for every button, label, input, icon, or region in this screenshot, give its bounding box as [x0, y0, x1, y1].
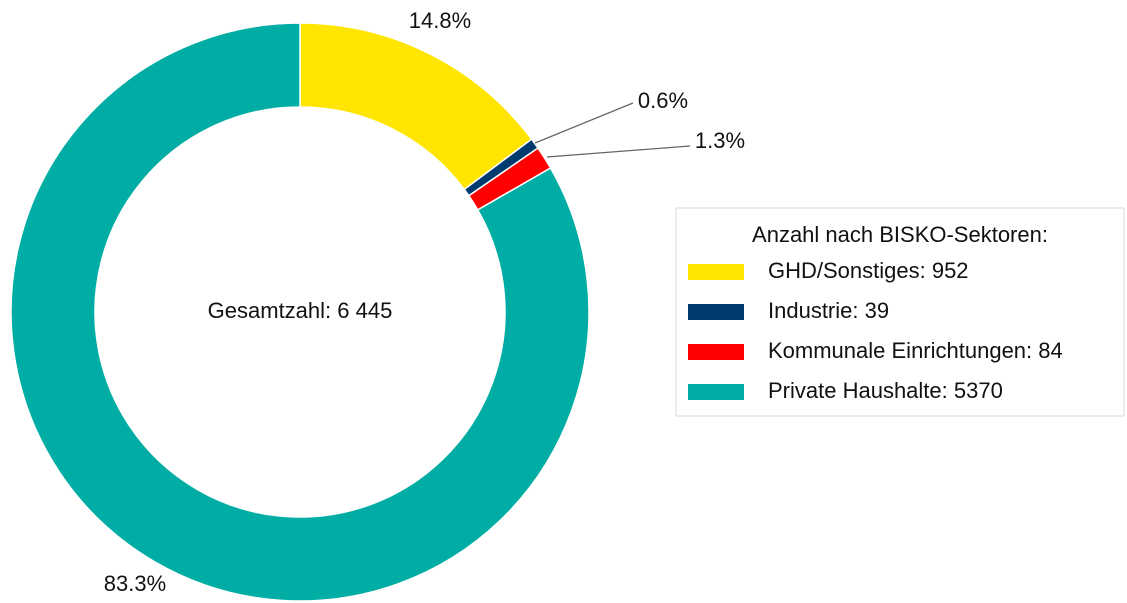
- legend-swatch: [688, 344, 744, 360]
- data-label: 1.3%: [695, 128, 745, 153]
- legend-swatch: [688, 304, 744, 320]
- data-label: 0.6%: [638, 88, 688, 113]
- center-label: Gesamtzahl: 6 445: [208, 298, 393, 323]
- leader-line: [534, 102, 634, 144]
- legend-swatch: [688, 384, 744, 400]
- donut-segment: [10, 22, 590, 602]
- legend-title: Anzahl nach BISKO-Sektoren:: [752, 222, 1048, 247]
- legend-swatch: [688, 264, 744, 280]
- data-label: 83.3%: [104, 571, 166, 596]
- legend-box: [675, 207, 1125, 417]
- legend-label: Industrie: 39: [768, 298, 889, 323]
- legend-label: Private Haushalte: 5370: [768, 378, 1003, 403]
- data-label: 14.8%: [409, 8, 471, 33]
- leader-line: [546, 145, 691, 158]
- legend-label: Kommunale Einrichtungen: 84: [768, 338, 1063, 363]
- legend-label: GHD/Sonstiges: 952: [768, 258, 969, 283]
